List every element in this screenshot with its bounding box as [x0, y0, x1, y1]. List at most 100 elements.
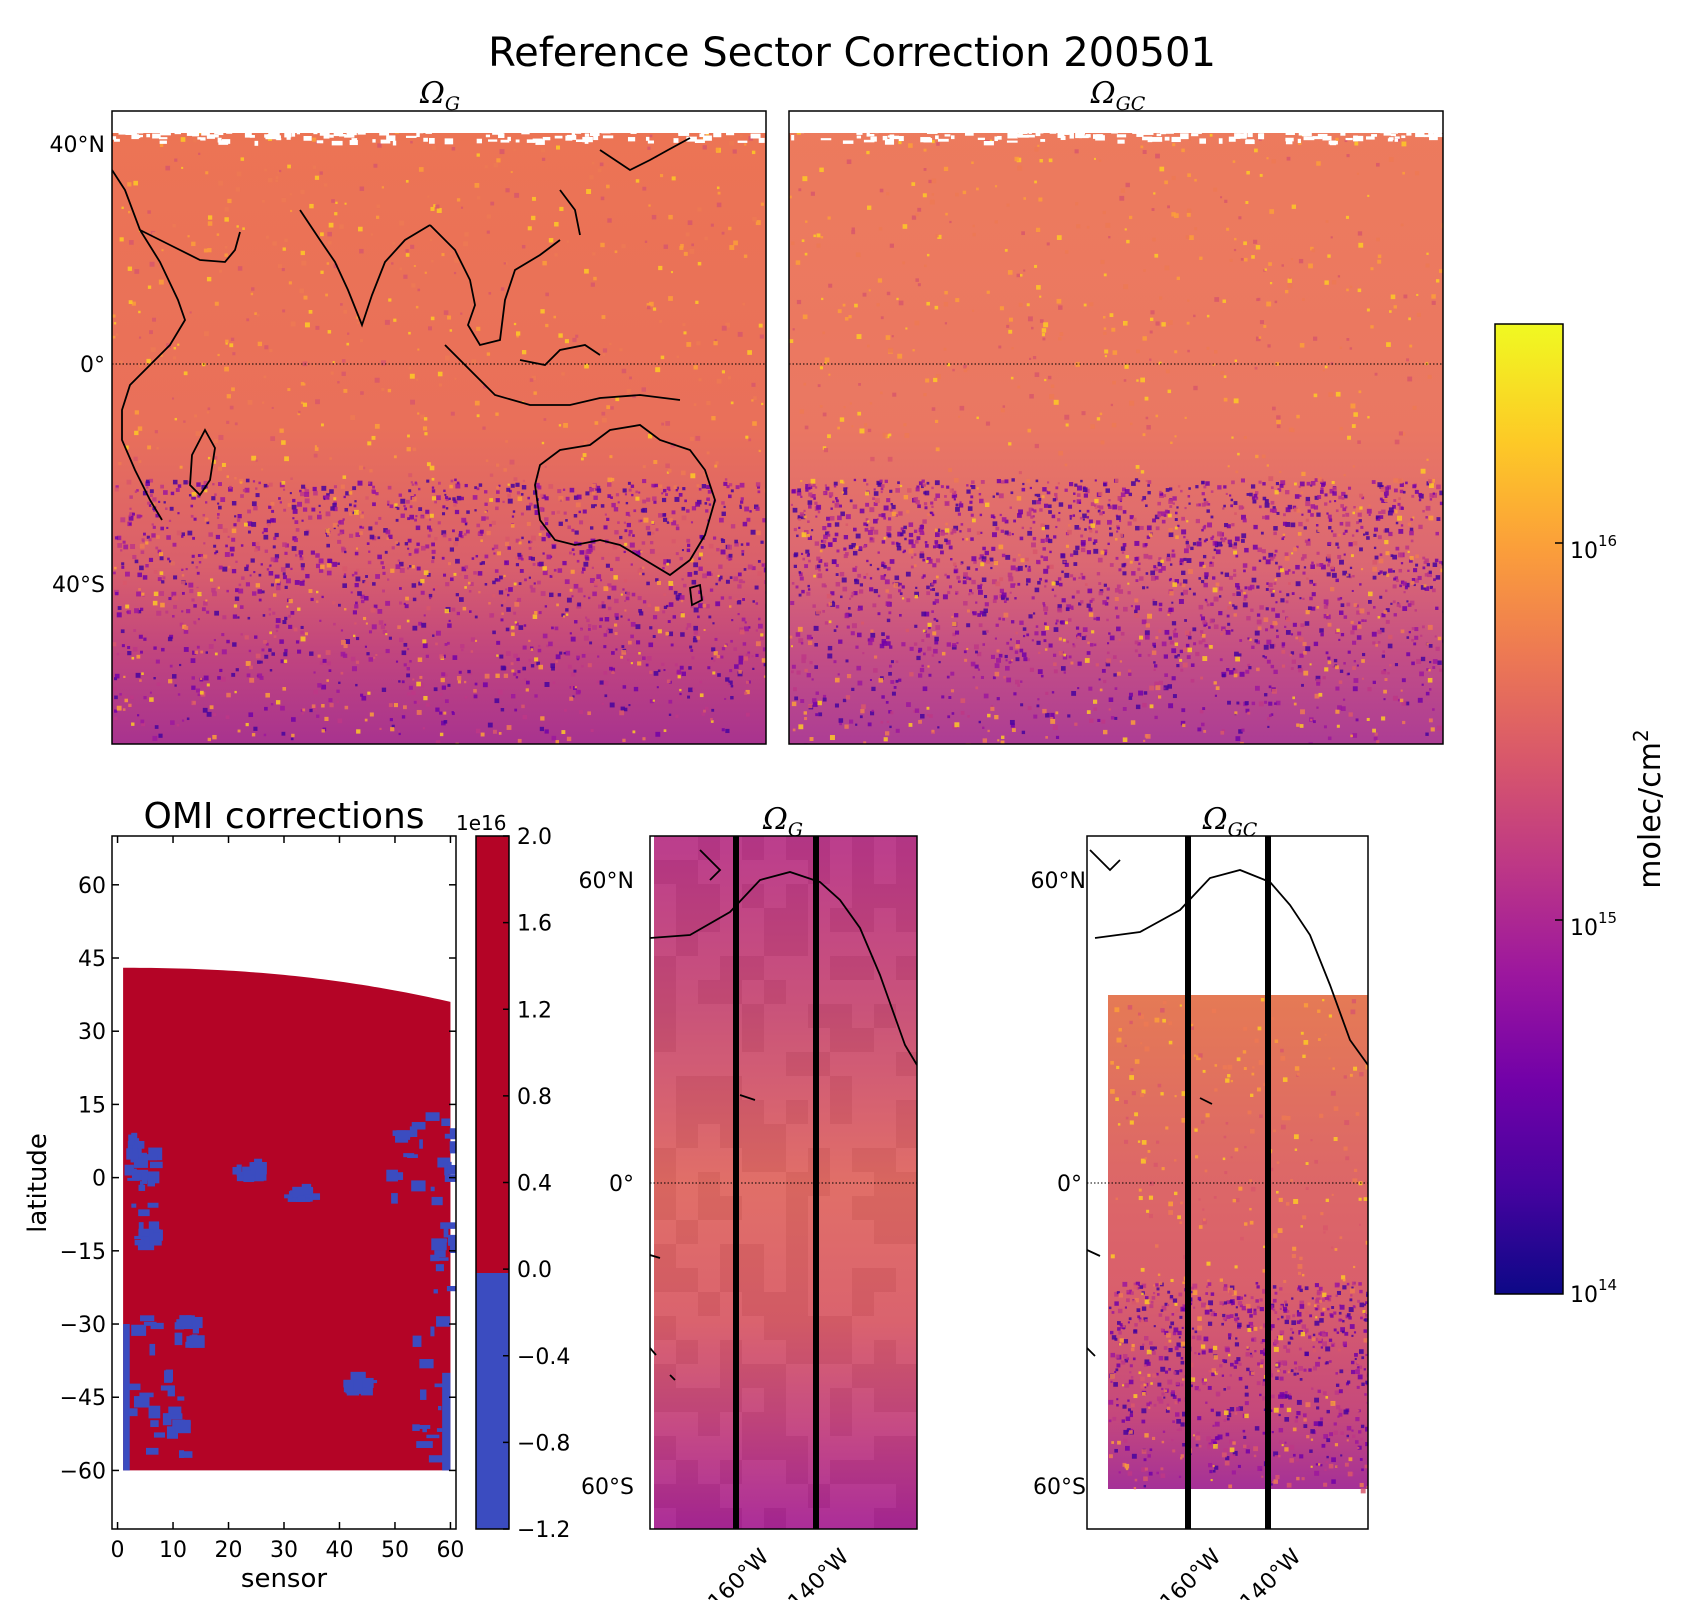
map-speckle [540, 591, 546, 596]
map-speckle [1416, 293, 1419, 297]
map-speckle [1049, 550, 1052, 554]
map-speckle [433, 204, 437, 208]
map-speckle [1024, 565, 1028, 568]
map-speckle [212, 483, 215, 486]
map-speckle [406, 447, 411, 452]
map-speckle [911, 215, 917, 220]
map-speckle [1287, 504, 1293, 510]
map-speckle [433, 687, 438, 692]
map-no-data [323, 134, 330, 139]
map-speckle [944, 528, 950, 533]
map-speckle [984, 602, 989, 607]
map-speckle [979, 513, 983, 517]
map-speckle [922, 652, 926, 656]
map-speckle [413, 264, 416, 268]
map-speckle [554, 253, 558, 257]
map-speckle [721, 231, 725, 235]
map-speckle [1254, 630, 1260, 636]
map-speckle [1326, 554, 1332, 559]
map-speckle [1145, 572, 1149, 575]
map-speckle [865, 523, 869, 527]
map-speckle [1072, 499, 1076, 503]
map-speckle [1439, 490, 1443, 496]
map-speckle [309, 203, 314, 209]
map-speckle [1435, 575, 1441, 580]
map-speckle [1290, 258, 1294, 261]
map-speckle [808, 492, 813, 497]
map-speckle [564, 708, 567, 712]
map-speckle [414, 518, 417, 522]
map-speckle [1010, 660, 1013, 663]
map-speckle [903, 525, 907, 530]
map-speckle [867, 529, 873, 535]
map-speckle [1036, 559, 1041, 564]
map-speckle [388, 703, 393, 708]
map-speckle [606, 517, 610, 521]
map-speckle [891, 504, 896, 510]
map-speckle [528, 556, 533, 561]
map-speckle [514, 601, 520, 607]
map-speckle [203, 675, 209, 681]
map-speckle [397, 559, 400, 562]
map-speckle [520, 512, 524, 516]
map-speckle [887, 566, 891, 571]
map-speckle [761, 658, 766, 663]
map-speckle [226, 475, 230, 478]
map-speckle [418, 621, 422, 626]
map-speckle [706, 497, 710, 502]
map-speckle [587, 627, 591, 631]
map-no-data [159, 131, 171, 136]
map-speckle [191, 700, 196, 706]
map-speckle [500, 618, 504, 622]
map-speckle [499, 654, 504, 659]
map-speckle [234, 690, 237, 694]
map-speckle [1399, 482, 1404, 487]
map-speckle [128, 300, 133, 305]
map-speckle [1259, 173, 1263, 177]
map-speckle [333, 506, 338, 512]
map-speckle [325, 511, 331, 517]
map-no-data [370, 129, 376, 133]
map-speckle [1422, 556, 1426, 560]
map-speckle [880, 491, 883, 494]
map-speckle [627, 618, 630, 621]
map-speckle [1153, 192, 1156, 195]
map-speckle [1181, 583, 1186, 588]
map-speckle [1171, 676, 1176, 681]
map-speckle [895, 728, 900, 733]
map-speckle [968, 593, 971, 596]
map-speckle [238, 583, 242, 587]
map-speckle [692, 637, 698, 643]
map-speckle [1103, 583, 1107, 587]
map-speckle [1342, 514, 1345, 517]
map-speckle [1029, 357, 1032, 360]
map-speckle [910, 565, 914, 569]
map-speckle [913, 553, 917, 557]
map-speckle [329, 489, 334, 494]
map-speckle [1241, 539, 1245, 543]
map-speckle [134, 269, 140, 274]
map-speckle [822, 694, 827, 699]
map-speckle [948, 545, 953, 550]
map-no-data [601, 130, 611, 134]
map-speckle [1210, 515, 1214, 519]
map-speckle [133, 629, 137, 632]
map-speckle [654, 483, 658, 488]
map-speckle [448, 619, 451, 622]
map-speckle [202, 513, 206, 517]
map-speckle [416, 709, 422, 715]
map-speckle [628, 488, 632, 492]
map-speckle [797, 626, 803, 632]
map-speckle [858, 589, 864, 594]
map-speckle [940, 550, 944, 555]
map-speckle [933, 497, 938, 501]
map-speckle [591, 504, 595, 509]
map-speckle [230, 337, 235, 341]
map-speckle [702, 145, 707, 150]
map-speckle [1234, 359, 1238, 362]
map-no-data [571, 131, 576, 136]
map-speckle [319, 619, 322, 622]
map-speckle [290, 321, 296, 327]
map-speckle [344, 202, 347, 205]
map-speckle [620, 706, 625, 711]
